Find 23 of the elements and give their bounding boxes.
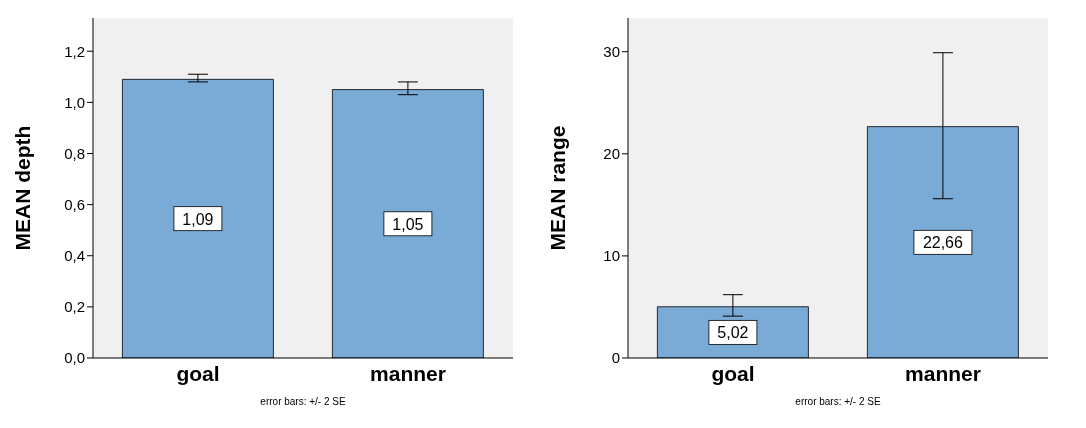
text: error bars: +/- 2 SE bbox=[794, 396, 882, 407]
data-label: 22,66 bbox=[922, 234, 964, 252]
y-tick-label: 0,8 bbox=[64, 144, 85, 162]
y-tick-label: 1,2 bbox=[64, 42, 85, 60]
y-axis-title: MEAN range bbox=[546, 125, 570, 251]
y-tick-label: 0,2 bbox=[64, 298, 85, 316]
y-tick-label: 10 bbox=[603, 247, 620, 265]
x-tick-label: goal bbox=[176, 361, 220, 385]
data-label: 5,02 bbox=[717, 324, 749, 342]
y-tick-label: 20 bbox=[603, 145, 620, 163]
data-label: 1,05 bbox=[392, 215, 424, 233]
y-tick-label: 0,0 bbox=[64, 349, 85, 367]
y-tick-label: 30 bbox=[603, 43, 620, 61]
x-tick-label: manner bbox=[370, 361, 446, 385]
x-tick-label: goal bbox=[711, 361, 755, 385]
x-tick-label: manner bbox=[905, 361, 981, 385]
y-tick-label: 0 bbox=[611, 349, 620, 367]
data-label: 1,09 bbox=[182, 210, 214, 228]
y-axis-title: MEAN depth bbox=[11, 125, 35, 251]
text: error bars: +/- 2 SE bbox=[259, 396, 347, 407]
y-tick-label: 0,4 bbox=[64, 247, 85, 265]
y-tick-label: 0,6 bbox=[64, 195, 85, 213]
y-tick-label: 1,0 bbox=[64, 93, 85, 111]
